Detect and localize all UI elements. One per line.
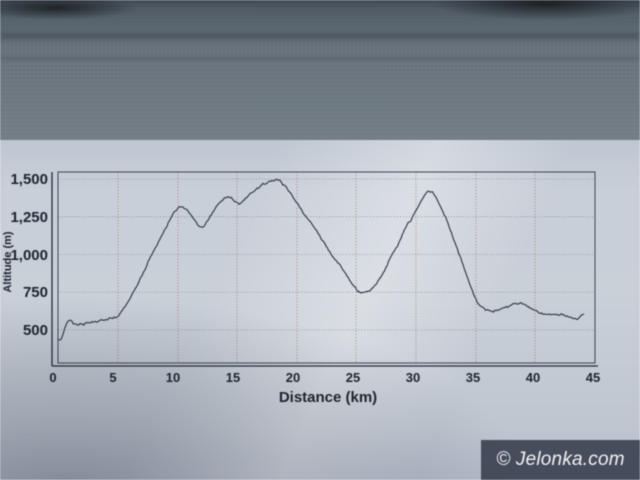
svg-text:15: 15: [226, 370, 240, 385]
svg-text:30: 30: [406, 370, 420, 385]
svg-text:20: 20: [286, 370, 300, 385]
svg-text:1,000: 1,000: [10, 247, 48, 264]
svg-text:1,500: 1,500: [10, 171, 48, 188]
svg-text:40: 40: [526, 370, 540, 385]
svg-text:750: 750: [23, 284, 48, 301]
svg-text:1,250: 1,250: [10, 209, 48, 226]
svg-text:10: 10: [166, 370, 180, 385]
svg-text:Distance (km): Distance (km): [279, 389, 377, 406]
svg-text:500: 500: [23, 322, 48, 339]
svg-text:45: 45: [586, 370, 600, 385]
svg-text:25: 25: [346, 370, 360, 385]
svg-text:35: 35: [466, 370, 480, 385]
svg-text:Altitude (m): Altitude (m): [2, 231, 14, 292]
svg-text:0: 0: [49, 370, 56, 385]
svg-text:5: 5: [109, 370, 116, 385]
